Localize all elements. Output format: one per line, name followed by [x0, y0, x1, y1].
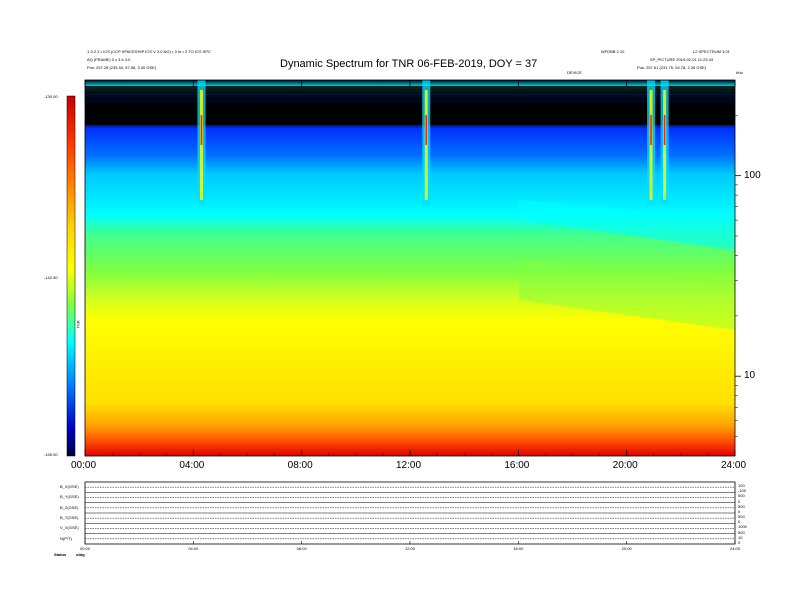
- panel-label: B_T(GSE): [60, 515, 79, 520]
- x-axis-ticks: [84, 80, 736, 456]
- x-tick-label: 12:00: [396, 460, 422, 471]
- y-unit-label: kHz: [736, 70, 743, 75]
- panel-time-label: 08:00: [296, 546, 307, 551]
- panel-right-tick: 0: [738, 509, 741, 514]
- burst-peak-0: [200, 115, 203, 145]
- panel-right-tick: 500: [738, 503, 745, 509]
- panel-label: V_X(GSE): [60, 525, 79, 531]
- panel-label: B_X(GSE): [60, 484, 79, 489]
- header-right-b: L2 SPECTRUM 3.01: [693, 49, 730, 54]
- panel-label: B_Y(GSE): [60, 494, 79, 500]
- header-info-line3: Pos: 257.28 (235.54, 57.58, 3.00 GSE): [87, 65, 157, 70]
- spectrogram-shift-region-green: [519, 260, 735, 330]
- panel-right-tick: 10: [738, 534, 743, 540]
- panel-right-tick: -100: [738, 488, 747, 494]
- panel-time-label: 24:00: [730, 546, 741, 551]
- x-tick-label: 04:00: [179, 460, 205, 471]
- panel-time-label: 04:00: [188, 546, 199, 551]
- y-tick-label: 100: [744, 169, 761, 181]
- x-tick-label: 20:00: [612, 460, 638, 471]
- x-tick-label: 24:00: [721, 460, 747, 471]
- spectrogram-top-band: [85, 86, 735, 94]
- header-center-small: DEVICE: [567, 70, 582, 75]
- status-value: obtg: [76, 552, 85, 557]
- panel-time-label: 00:00: [80, 546, 91, 551]
- header-info-line2: AQ (FRAME) 3 x 3 b 3.0: [87, 57, 131, 62]
- panel-right-tick: 1000: [738, 524, 747, 530]
- burst-peak-1: [425, 115, 428, 145]
- header-right-line3: Pos: 257.61 (231.75, 54.78, 2.28 GSE): [637, 65, 707, 70]
- panel-right-tick: 500: [738, 493, 745, 499]
- panel-label: N(P/T): [60, 535, 72, 541]
- panel-right-tick: 0: [738, 519, 741, 525]
- panel-right-tick: 0: [738, 498, 741, 504]
- header-right-a: WFDBB 2.10: [601, 49, 625, 54]
- header-info-line1: 1-3.2.3 • ICS (CCP SPACESHIP ICS V 3.0 N…: [87, 49, 211, 54]
- parameter-panels: [84, 486, 736, 544]
- burst-peak-3: [663, 115, 666, 145]
- spectrogram-background: [85, 80, 735, 456]
- status-label: Status: [54, 552, 67, 557]
- spectrogram-dark-band: [85, 103, 735, 125]
- panel-time-label: 12:00: [405, 546, 416, 551]
- chart-title: Dynamic Spectrum for TNR 06-FEB-2019, DO…: [280, 58, 538, 70]
- colorbar-label-top: -130.00: [44, 94, 58, 99]
- colorbar-label-bottom: -155.00: [44, 452, 58, 457]
- burst-peak-2: [650, 115, 652, 145]
- bursts-layer: [197, 80, 669, 205]
- panel-right-tick: 100: [738, 483, 745, 488]
- panel-time-label: 20:00: [621, 546, 632, 551]
- x-tick-label: 08:00: [287, 460, 313, 471]
- colorbar: [66, 95, 76, 457]
- y-axis-ticks: [735, 115, 741, 437]
- panel-right-tick: 0: [738, 540, 741, 545]
- colorbar-label-mid: -142.50: [44, 275, 58, 280]
- panel-right-tick: 500: [738, 514, 745, 519]
- header-right-line2: SP_PICTURE 2019-02-01 11:23:43: [650, 57, 714, 62]
- spectrogram-shift-region: [519, 200, 735, 250]
- x-tick-label: 16:00: [504, 460, 530, 471]
- x-tick-label: 00:00: [71, 460, 97, 471]
- y-tick-label: 10: [744, 370, 756, 382]
- panel-right-tick: 500: [738, 529, 745, 535]
- panel-time-label: 16:00: [513, 546, 524, 551]
- panel-label: B_Z(GSE): [60, 504, 79, 510]
